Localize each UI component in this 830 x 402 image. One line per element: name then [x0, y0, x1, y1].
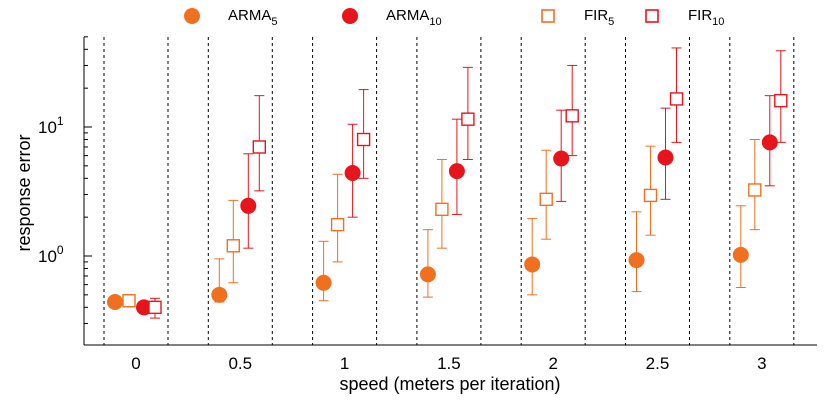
data-point-circle: [524, 256, 541, 273]
data-point-square: [774, 93, 788, 108]
data-point-circle: [448, 163, 465, 180]
x-tick-label: 3: [757, 354, 766, 373]
data-point-square: [122, 294, 136, 308]
data-point-square: [148, 300, 162, 315]
x-tick-label: 1: [340, 354, 349, 373]
data-point-circle: [761, 134, 778, 151]
legend: ARMA5 ARMA10 FIR5 FIR10: [184, 7, 724, 28]
data-point-square: [252, 140, 267, 154]
legend-label: ARMA5: [228, 7, 277, 28]
data-point-square: [748, 183, 762, 197]
data-point-square: [565, 109, 579, 123]
data-point-circle: [240, 197, 257, 214]
data-point-circle: [315, 274, 332, 291]
legend-marker-square: [541, 9, 555, 23]
ticks: 100 101 0 0.5 1 1.5 2 2.5 3: [38, 36, 767, 373]
data-marks: [107, 47, 788, 319]
y-tick-label: 101: [38, 114, 64, 137]
x-tick-label: 1.5: [437, 354, 461, 373]
data-point-square: [461, 112, 475, 126]
data-point-circle: [211, 286, 228, 303]
x-axis-label: speed (meters per iteration): [339, 374, 560, 394]
axes: [83, 37, 817, 346]
x-tick-label: 2.5: [646, 354, 670, 373]
group-separators: [103, 37, 795, 345]
data-point-circle: [628, 252, 645, 269]
data-point-square: [669, 92, 684, 106]
data-point-square: [435, 202, 449, 217]
data-point-square: [330, 217, 345, 232]
y-axis-label: response error: [14, 134, 34, 251]
data-point-circle: [419, 266, 436, 283]
data-point-square: [539, 192, 553, 207]
legend-label: FIR5: [584, 7, 614, 28]
data-point-circle: [553, 150, 570, 167]
legend-label: FIR10: [688, 7, 724, 28]
legend-marker-circle: [342, 8, 358, 24]
data-point-circle: [657, 149, 674, 166]
x-tick-label: 0: [131, 354, 140, 373]
data-point-square: [226, 239, 241, 253]
data-point-circle: [344, 164, 361, 181]
data-point-square: [643, 188, 658, 203]
legend-label: ARMA10: [386, 7, 442, 28]
x-tick-label: 2: [548, 354, 557, 373]
data-point-square: [356, 132, 371, 147]
data-point-circle: [732, 246, 749, 263]
legend-marker-circle: [184, 8, 200, 24]
x-tick-label: 0.5: [228, 354, 252, 373]
y-tick-label: 100: [38, 243, 64, 266]
legend-marker-square: [645, 9, 659, 23]
data-point-circle: [107, 293, 123, 310]
